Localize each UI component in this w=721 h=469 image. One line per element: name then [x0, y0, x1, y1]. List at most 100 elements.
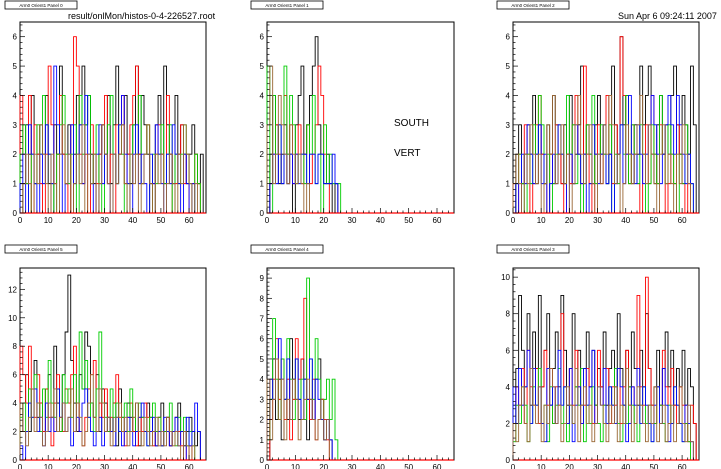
y-tick-label: 0 [506, 209, 511, 218]
x-tick-label: 0 [18, 216, 23, 225]
x-tick-label: 50 [404, 216, 413, 225]
histogram-series-3 [19, 388, 206, 461]
x-tick-label: 30 [593, 463, 602, 469]
y-tick-label: 1 [260, 436, 265, 445]
x-tick-label: 50 [649, 463, 658, 469]
panel-title-box [4, 244, 78, 254]
x-tick-label: 30 [100, 463, 109, 469]
timestamp: Sun Apr 6 09:24:11 2007 [618, 11, 717, 21]
y-tick-label: 3 [13, 121, 18, 130]
x-tick-label: 20 [565, 463, 574, 469]
histogram-panel-5: Arm0 Orient1 Panel 3 0 10 20 30 40 50 60 0 2 4 6 8 10 [496, 244, 700, 469]
x-tick-label: 10 [291, 463, 300, 469]
panel-title-box [4, 0, 78, 10]
panel-title: Arm0 Orient1 Panel 4 [265, 247, 309, 252]
y-tick-label: 2 [260, 416, 265, 425]
root-file-name: result/onlMon/histos-0-4-226527.root [68, 11, 216, 21]
x-tick-label: 40 [621, 463, 630, 469]
x-tick-label: 40 [376, 216, 385, 225]
y-tick-label: 1 [13, 180, 18, 189]
x-tick-label: 20 [319, 216, 328, 225]
y-tick-label: 2 [13, 150, 18, 159]
x-tick-label: 20 [72, 216, 81, 225]
histogram-series-4 [512, 368, 699, 461]
histogram-series-3 [512, 349, 699, 461]
panel-annotation-south: SOUTH [394, 118, 429, 129]
y-tick-label: 7 [260, 315, 265, 324]
histogram-series-2 [19, 331, 206, 461]
panel-annotation-vert: VERT [394, 148, 421, 159]
y-tick-label: 4 [13, 399, 18, 408]
y-tick-label: 5 [506, 62, 511, 71]
y-tick-label: 4 [13, 91, 18, 100]
panel-title: Arm0 Orient1 Panel 0 [19, 3, 63, 8]
x-tick-label: 40 [621, 216, 630, 225]
y-tick-label: 6 [506, 33, 511, 42]
x-tick-label: 30 [348, 216, 357, 225]
panel-title-box [250, 0, 324, 10]
histogram-panel-4: Arm0 Orient1 Panel 4 0 10 20 30 40 50 60 0 1 2 3 4 5 6… [250, 244, 455, 469]
x-tick-label: 30 [348, 463, 357, 469]
y-tick-label: 5 [260, 355, 265, 364]
x-tick-label: 10 [537, 216, 546, 225]
y-tick-label: 8 [13, 342, 18, 351]
y-tick-label: 0 [260, 209, 265, 218]
y-tick-label: 10 [8, 314, 17, 323]
histogram-panel-2: Arm0 Orient1 Panel 2 0 10 20 30 40 50 60 0 1 2 3 4 5 6 [496, 0, 700, 225]
panel-title-box [496, 0, 570, 10]
x-tick-label: 30 [100, 216, 109, 225]
y-tick-label: 6 [260, 33, 265, 42]
y-tick-label: 3 [260, 121, 265, 130]
x-tick-label: 0 [511, 463, 516, 469]
x-tick-label: 20 [565, 216, 574, 225]
y-tick-label: 5 [260, 62, 265, 71]
x-tick-label: 60 [185, 216, 194, 225]
y-tick-label: 0 [13, 456, 18, 465]
x-tick-label: 50 [156, 216, 165, 225]
x-tick-label: 10 [44, 216, 53, 225]
y-tick-label: 1 [260, 180, 265, 189]
x-tick-label: 60 [185, 463, 194, 469]
histogram-series-4 [19, 374, 206, 461]
y-tick-label: 4 [506, 383, 511, 392]
y-tick-label: 12 [8, 285, 17, 294]
y-tick-label: 2 [13, 428, 18, 437]
y-tick-label: 4 [260, 375, 265, 384]
y-tick-label: 5 [13, 62, 18, 71]
panel-title-box [250, 244, 324, 254]
y-tick-label: 8 [260, 294, 265, 303]
y-tick-label: 4 [260, 91, 265, 100]
histogram-panel-0: Arm0 Orient1 Panel 0 0 10 20 30 40 50 60 0 1 2 3 4 5 6 [4, 0, 207, 225]
x-tick-label: 50 [404, 463, 413, 469]
panel-title-box [496, 244, 570, 254]
x-tick-label: 0 [18, 463, 23, 469]
y-tick-label: 9 [260, 274, 265, 283]
panel-title: Arm0 Orient1 Panel 3 [511, 247, 555, 252]
x-tick-label: 50 [156, 463, 165, 469]
y-tick-label: 4 [506, 91, 511, 100]
x-tick-label: 20 [319, 463, 328, 469]
x-tick-label: 20 [72, 463, 81, 469]
x-tick-label: 50 [649, 216, 658, 225]
y-tick-label: 2 [260, 150, 265, 159]
y-tick-label: 10 [501, 273, 510, 282]
x-tick-label: 0 [265, 463, 270, 469]
y-tick-label: 2 [506, 150, 511, 159]
x-tick-label: 40 [128, 463, 137, 469]
y-tick-label: 2 [506, 419, 511, 428]
x-tick-label: 60 [678, 463, 687, 469]
panel-title: Arm0 Orient1 Panel 1 [265, 3, 309, 8]
x-tick-label: 10 [291, 216, 300, 225]
x-tick-label: 40 [128, 216, 137, 225]
x-tick-label: 0 [265, 216, 270, 225]
y-tick-label: 0 [260, 456, 265, 465]
histogram-panel-1: Arm0 Orient1 Panel 1 0 10 20 30 40 50 60 0 1 2 3 4 5 6 [250, 0, 455, 225]
panel-title: Arm0 Orient1 Panel 5 [19, 247, 63, 252]
y-tick-label: 6 [13, 33, 18, 42]
y-tick-label: 1 [506, 180, 511, 189]
x-tick-label: 0 [511, 216, 516, 225]
x-tick-label: 60 [678, 216, 687, 225]
x-tick-label: 10 [44, 463, 53, 469]
x-tick-label: 60 [433, 463, 442, 469]
